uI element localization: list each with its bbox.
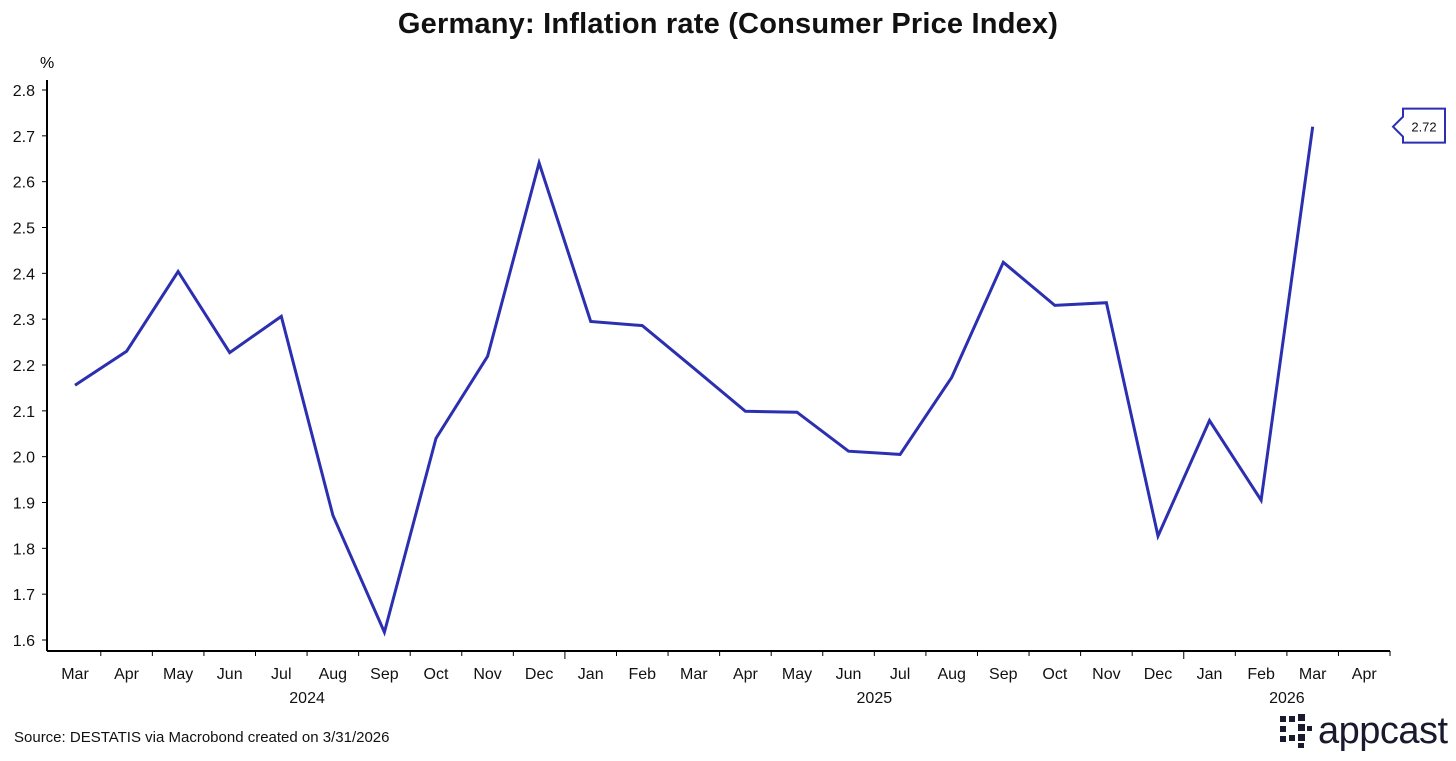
series-line bbox=[74, 126, 1315, 637]
y-tick-label: 2.8 bbox=[13, 83, 35, 100]
x-tick-label: Jul bbox=[890, 666, 910, 683]
x-tick-label: Feb bbox=[628, 666, 656, 683]
last-value-label: 2.72 bbox=[1391, 107, 1446, 144]
x-tick-label: Jun bbox=[217, 666, 243, 683]
value-callout-box bbox=[1391, 107, 1446, 144]
x-tick-label: Oct bbox=[424, 666, 449, 683]
x-tick-label: Dec bbox=[1144, 666, 1172, 683]
year-label: 2026 bbox=[1269, 690, 1305, 707]
y-tick-label: 1.6 bbox=[13, 633, 35, 650]
y-tick-label: 1.9 bbox=[13, 496, 35, 513]
value-callout-text: 2.72 bbox=[1411, 120, 1436, 135]
x-tick-label: Sep bbox=[989, 666, 1018, 683]
x-tick-label: May bbox=[782, 666, 812, 683]
x-tick-label: Jun bbox=[836, 666, 862, 683]
x-tick-label: Jan bbox=[1197, 666, 1223, 683]
x-tick-label: Apr bbox=[733, 666, 759, 683]
x-tick-label: Feb bbox=[1247, 666, 1275, 683]
y-tick-label: 2.7 bbox=[13, 129, 35, 146]
y-tick-label: 2.3 bbox=[13, 312, 35, 329]
x-tick-label: Sep bbox=[370, 666, 399, 683]
appcast-logo: appcast bbox=[1280, 712, 1448, 750]
chart-title: Germany: Inflation rate (Consumer Price … bbox=[397, 8, 1059, 40]
x-tick-label: Oct bbox=[1042, 666, 1067, 683]
x-tick-label: Dec bbox=[525, 666, 553, 683]
logo-text: appcast bbox=[1318, 710, 1448, 752]
x-tick-label: Jul bbox=[271, 666, 291, 683]
y-axis: 1.6 1.7 1.8 1.9 2.0 2.1 2.2 2.3 2.4 2.5 2.6 2.7 2.8 bbox=[13, 80, 48, 651]
source-note: Source: DESTATIS via Macrobond created o… bbox=[14, 729, 390, 746]
x-tick-label: Apr bbox=[114, 666, 140, 683]
x-tick-label: Mar bbox=[1299, 666, 1327, 683]
series-group bbox=[74, 126, 1315, 637]
x-tick-label: Nov bbox=[1092, 666, 1120, 683]
x-tick-label: Nov bbox=[473, 666, 501, 683]
x-tick-label: May bbox=[163, 666, 193, 683]
x-tick-label: Aug bbox=[319, 666, 347, 683]
x-tick-label: Aug bbox=[937, 666, 965, 683]
y-tick-label: 2.2 bbox=[13, 358, 35, 375]
logo-mark-icon bbox=[1280, 714, 1312, 748]
year-label: 2025 bbox=[857, 690, 893, 707]
x-tick-label: Mar bbox=[680, 666, 708, 683]
y-tick-label: 2.5 bbox=[13, 221, 35, 238]
y-tick-label: 2.0 bbox=[13, 450, 35, 467]
x-tick-label: Apr bbox=[1352, 666, 1378, 683]
y-axis-label: % bbox=[40, 55, 54, 72]
y-tick-label: 2.6 bbox=[13, 175, 35, 192]
y-tick-label: 2.1 bbox=[13, 404, 35, 421]
x-tick-label: Jan bbox=[578, 666, 604, 683]
y-tick-label: 1.8 bbox=[13, 541, 35, 558]
x-axis: Mar Apr May Jun Jul Aug Sep Oct Nov Dec Jan Feb Mar A… bbox=[47, 650, 1391, 707]
chart: % 1.6 1.7 1.8 1.9 2.0 2.1 2.2 2.3 2.4 2.5 2.6 2.7 2.… bbox=[13, 55, 1446, 707]
y-tick-label: 2.4 bbox=[13, 266, 35, 283]
year-label: 2024 bbox=[289, 690, 325, 707]
x-tick-label: Mar bbox=[61, 666, 89, 683]
y-tick-label: 1.7 bbox=[13, 587, 35, 604]
